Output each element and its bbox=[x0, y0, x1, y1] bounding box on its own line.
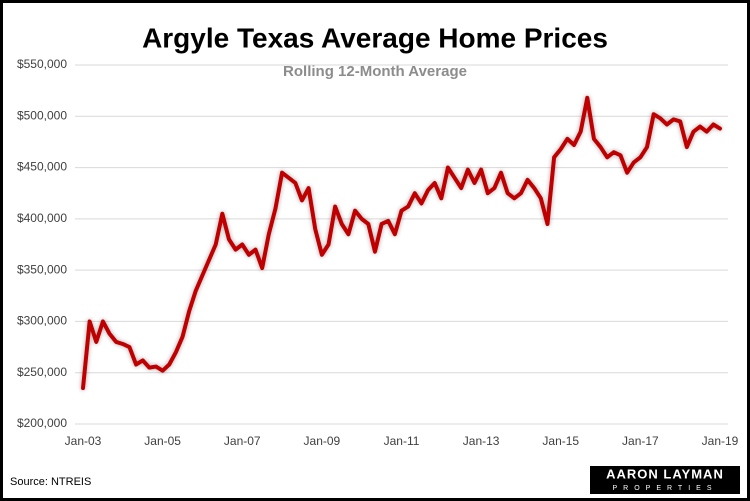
y-tick-label: $500,000 bbox=[17, 108, 67, 122]
x-tick-label: Jan-17 bbox=[622, 434, 659, 448]
y-tick-label: $400,000 bbox=[17, 211, 67, 225]
source-note: Source: NTREIS bbox=[10, 476, 91, 488]
chart-subtitle: Rolling 12-Month Average bbox=[283, 63, 467, 80]
y-tick-label: $450,000 bbox=[17, 160, 67, 174]
x-tick-label: Jan-09 bbox=[304, 434, 341, 448]
logo-sub: PROPERTIES bbox=[613, 485, 718, 492]
chart-title: Argyle Texas Average Home Prices bbox=[142, 22, 608, 53]
x-tick-label: Jan-05 bbox=[144, 434, 181, 448]
y-tick-label: $350,000 bbox=[17, 262, 67, 276]
price-line bbox=[81, 95, 722, 391]
x-tick-label: Jan-11 bbox=[384, 434, 420, 448]
x-tick-label: Jan-19 bbox=[702, 434, 739, 448]
x-tick-label: Jan-15 bbox=[542, 434, 579, 448]
logo-name: AARON LAYMAN bbox=[606, 466, 724, 481]
y-tick-label: $300,000 bbox=[17, 314, 67, 328]
y-tick-label: $200,000 bbox=[17, 416, 67, 430]
y-tick-label: $250,000 bbox=[17, 365, 67, 379]
x-tick-label: Jan-03 bbox=[65, 434, 102, 448]
y-tick-label: $550,000 bbox=[17, 57, 67, 71]
logo-box bbox=[590, 466, 740, 494]
x-tick-label: Jan-13 bbox=[463, 434, 500, 448]
x-tick-label: Jan-07 bbox=[224, 434, 261, 448]
